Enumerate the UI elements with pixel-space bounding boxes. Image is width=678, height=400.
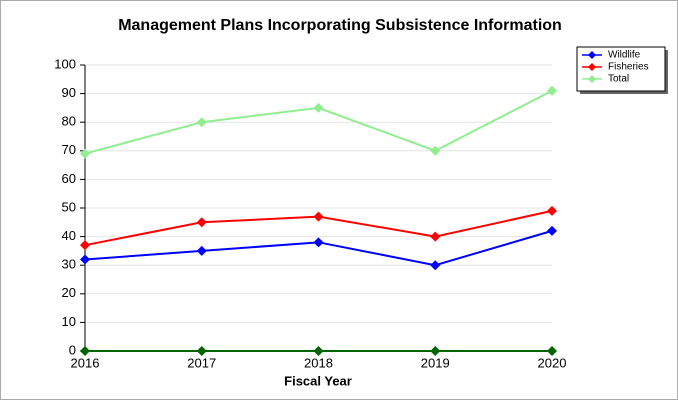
legend-marker	[588, 75, 596, 83]
data-point	[313, 237, 324, 248]
x-axis-marker	[80, 346, 90, 356]
data-point	[547, 85, 557, 96]
data-point	[80, 148, 90, 159]
data-point	[430, 231, 441, 242]
x-tick-label: 2018	[304, 355, 333, 370]
legend-marker	[588, 51, 596, 59]
legend-label: Fisheries	[608, 62, 649, 73]
y-tick-label: 60	[62, 171, 76, 186]
data-point	[80, 254, 90, 265]
x-tick-label: 2019	[421, 355, 450, 370]
chart-title: Management Plans Incorporating Subsisten…	[118, 17, 562, 34]
y-tick-label: 70	[62, 142, 76, 157]
data-point	[547, 225, 557, 236]
x-axis-marker	[430, 346, 441, 356]
legend-marker	[588, 63, 596, 71]
x-tick-label: 2020	[538, 355, 567, 370]
data-point	[313, 102, 324, 113]
x-tick-label: 2016	[71, 355, 100, 370]
y-tick-label: 100	[54, 56, 76, 71]
x-axis-marker	[313, 346, 324, 356]
data-point	[430, 260, 441, 271]
data-point	[196, 245, 207, 256]
data-point	[196, 117, 207, 128]
x-axis-label: Fiscal Year	[284, 373, 352, 388]
data-point	[196, 217, 207, 228]
legend-label: Wildlife	[608, 50, 641, 61]
y-tick-label: 10	[62, 314, 76, 329]
x-axis-marker	[547, 346, 557, 356]
x-tick-label: 2017	[187, 355, 216, 370]
y-tick-label: 0	[69, 342, 76, 357]
x-axis-marker	[196, 346, 207, 356]
y-tick-label: 80	[62, 114, 76, 129]
data-point	[547, 205, 557, 216]
y-tick-label: 20	[62, 285, 76, 300]
legend-label: Total	[608, 74, 629, 85]
data-point	[313, 211, 324, 222]
data-point	[80, 240, 90, 251]
y-tick-label: 40	[62, 228, 76, 243]
data-point	[430, 145, 441, 156]
y-tick-label: 90	[62, 85, 76, 100]
y-tick-label: 50	[62, 199, 76, 214]
y-tick-label: 30	[62, 257, 76, 272]
